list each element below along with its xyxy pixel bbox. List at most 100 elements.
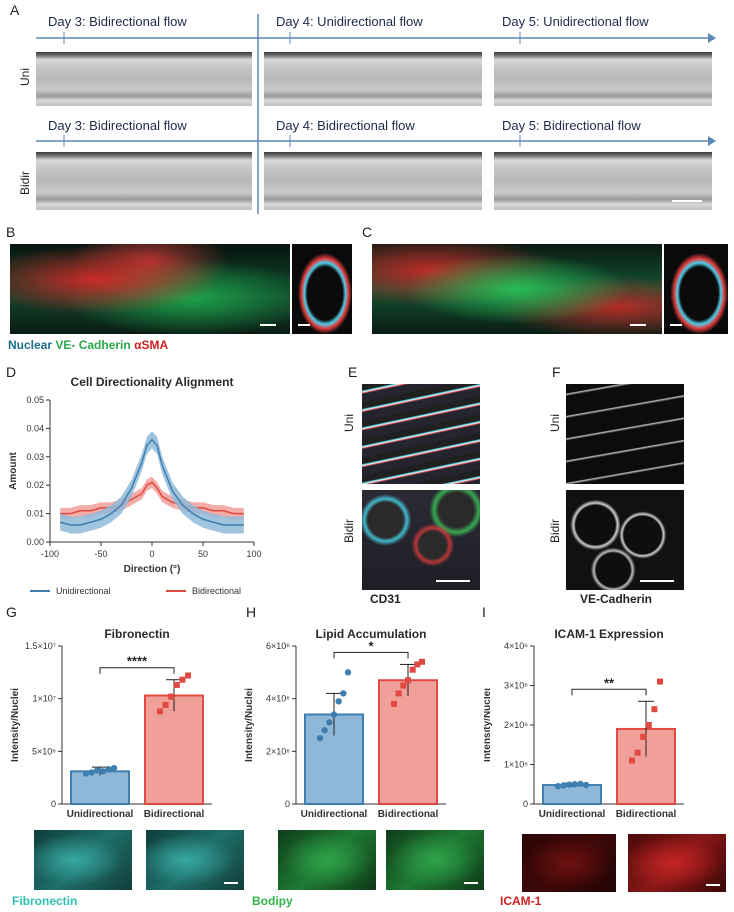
y-tick-label: 4×10⁶ [504, 641, 528, 651]
bar-bidirectional [378, 679, 438, 806]
series-line-bidirectional [60, 481, 244, 515]
brightfield-uni-day3 [36, 52, 252, 106]
data-point [657, 678, 663, 685]
uni-day5-label: Day 5: Unidirectional flow [502, 14, 649, 29]
x-tick-label: 50 [198, 549, 208, 559]
cd31-uni-image [362, 384, 480, 484]
vecadherin-bidir-image [566, 490, 684, 590]
y-tick-label: 1×10⁶ [504, 760, 528, 770]
panel-label-b: B [6, 224, 16, 240]
x-tick-label: -50 [94, 549, 107, 559]
scale-bar [436, 580, 470, 582]
data-point [634, 749, 641, 756]
data-point [316, 734, 324, 742]
fibronectin-uni-image [34, 830, 132, 890]
fluorescence-bidir-vessel [372, 244, 662, 334]
significance-stars: **** [127, 654, 148, 669]
y-tick-label: 1×10⁷ [32, 694, 56, 704]
y-tick-label: 0.02 [26, 480, 44, 490]
y-tick-label: 0.05 [26, 395, 44, 405]
data-point [110, 764, 118, 772]
uni-arrowhead [708, 33, 716, 43]
series-line-unidirectional [59, 438, 244, 526]
bar-unidirectional [70, 770, 130, 805]
data-point [419, 658, 425, 665]
data-point [344, 669, 352, 676]
data-point [321, 727, 328, 734]
y-tick-label: 3×10⁶ [504, 681, 528, 691]
legend-vecadherin: VE- Cadherin [55, 338, 131, 352]
scale-bar [260, 324, 276, 326]
cd31-bidir-image [362, 490, 480, 590]
chart-title: Cell Directionality Alignment [71, 375, 234, 389]
icam-caption: ICAM-1 [500, 894, 542, 908]
data-point [577, 780, 584, 788]
chart-title: ICAM-1 Expression [554, 627, 663, 641]
bidir-day3-label: Day 3: Bidirectional flow [48, 118, 187, 133]
y-axis-label: Intensity/Nuclei [484, 688, 493, 762]
y-tick-label: 4×10⁶ [266, 694, 290, 704]
y-tick-label: 0.03 [26, 452, 44, 462]
panel-label-f: F [552, 364, 561, 380]
e-uni-label: Uni [342, 414, 356, 433]
data-point [645, 722, 652, 728]
significance-bracket [99, 667, 175, 674]
cross-section-bidir [664, 244, 728, 334]
data-point [99, 768, 107, 775]
bar-unidirectional [542, 784, 602, 805]
data-point [395, 690, 402, 697]
data-point [326, 719, 333, 726]
y-tick-label: 0 [285, 799, 290, 809]
brightfield-uni-day4 [264, 52, 482, 106]
legend-asma: αSMA [134, 338, 169, 352]
bodipy-caption: Bodipy [252, 894, 293, 908]
data-point [405, 677, 411, 684]
stain-legend: Nuclear VE- Cadherin αSMA [8, 338, 168, 352]
fibronectin-bidir-image [146, 830, 244, 890]
f-uni-label: Uni [548, 414, 562, 433]
data-point [88, 769, 95, 776]
category-label: Unidirectional [67, 809, 134, 820]
scale-bar [672, 200, 702, 202]
cross-section-uni [292, 244, 352, 334]
brightfield-bidir-day3 [36, 152, 252, 210]
y-tick-label: 1.5×10⁷ [25, 641, 56, 651]
data-point [173, 681, 180, 688]
y-tick-label: 0 [523, 799, 528, 809]
data-point [179, 676, 186, 683]
data-point [566, 781, 573, 788]
significance-stars: * [368, 638, 374, 653]
data-point [391, 700, 397, 707]
bidir-day4-label: Day 4: Bidirectional flow [276, 118, 415, 133]
data-point [400, 682, 407, 689]
fluorescence-uni-vessel [10, 244, 290, 334]
y-tick-label: 0.00 [26, 537, 44, 547]
panel-label-g: G [6, 604, 17, 620]
data-point [330, 711, 338, 718]
data-point [335, 698, 342, 705]
band-unidirectional [60, 431, 244, 534]
chart-title: Lipid Accumulation [316, 627, 427, 641]
y-tick-label: 2×10⁶ [266, 746, 290, 756]
data-point [157, 708, 163, 715]
f-bidir-label: Bidir [548, 519, 562, 544]
data-point [414, 661, 421, 668]
scale-bar [630, 324, 646, 326]
data-point [409, 666, 416, 673]
y-tick-label: 6×10⁶ [266, 641, 290, 651]
data-point [629, 757, 635, 764]
panel-label-a: A [10, 2, 20, 18]
y-tick-label: 5×10⁶ [32, 746, 56, 756]
x-tick-label: -100 [41, 549, 59, 559]
icam-chart: ICAM-1 Expression 0 1×10⁶ 2×10⁶ 3×10⁶ 4×10⁶ In… [484, 627, 684, 820]
panel-label-i: I [482, 604, 486, 620]
directionality-chart: Cell Directionality Alignment 0.00 0.01 0.0… [8, 375, 262, 596]
category-label: Bidirectional [378, 809, 439, 820]
icam-bidir-image [628, 834, 726, 892]
data-point [582, 781, 590, 789]
brightfield-bidir-day5 [494, 152, 712, 210]
data-point [340, 690, 347, 697]
panel-label-c: C [362, 224, 373, 240]
x-axis-label: Direction (°) [124, 564, 181, 575]
uni-day3-label: Day 3: Bidirectional flow [48, 14, 187, 29]
